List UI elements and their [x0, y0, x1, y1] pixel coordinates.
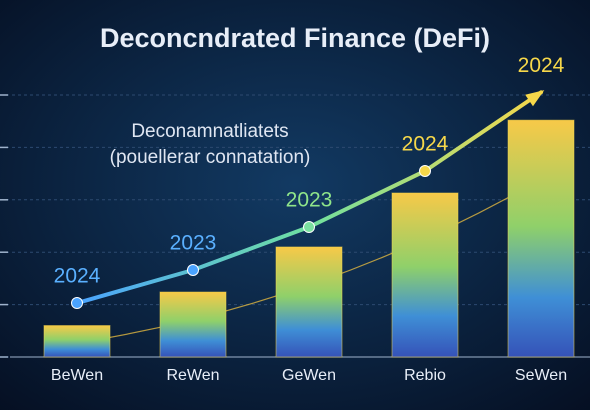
point: [419, 164, 431, 177]
annotation: 2024: [54, 265, 101, 288]
annotation: 2023: [286, 189, 333, 212]
x-tick-label: BeWen: [51, 367, 103, 384]
arrow-head: [525, 90, 545, 107]
subtitle: Deconamnatliatets: [131, 121, 288, 142]
bar: [391, 192, 459, 358]
point: [71, 297, 83, 310]
bar: [43, 325, 111, 358]
chart-title: Deconcndrated Finance (DeFi): [100, 23, 490, 53]
point: [303, 221, 315, 234]
annotation: 2024: [402, 133, 449, 156]
bar: [507, 119, 575, 358]
bar: [159, 291, 227, 358]
x-tick-label: Rebio: [404, 367, 446, 384]
point: [187, 264, 199, 277]
x-tick-label: ReWen: [166, 367, 219, 384]
x-tick-label: GeWen: [282, 367, 336, 384]
annotation: 2023: [170, 232, 217, 255]
annotation: 2024: [518, 54, 565, 77]
bar: [275, 246, 343, 358]
x-tick-label: SeWen: [515, 367, 567, 384]
subtitle: (pouellerar connatation): [110, 147, 311, 168]
